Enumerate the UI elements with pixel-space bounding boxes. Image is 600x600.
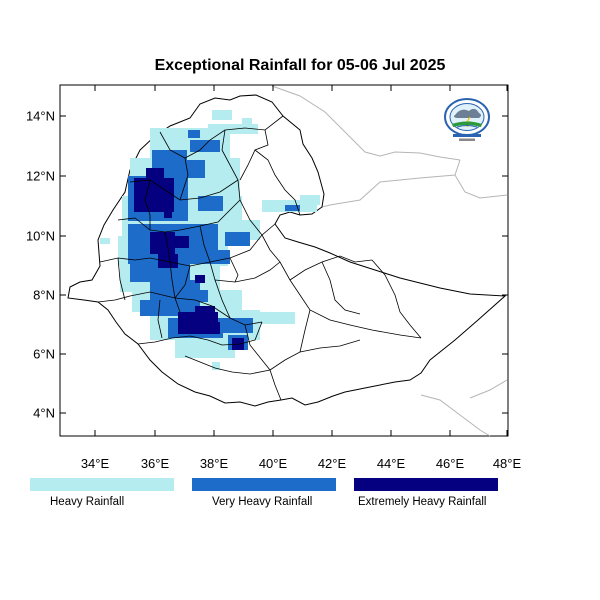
rainfall-cells <box>100 110 320 370</box>
lat-tick-label: 10°N <box>26 229 55 244</box>
legend-swatch-extremely-heavy <box>354 478 498 491</box>
rainfall-cell <box>140 280 150 290</box>
rainfall-cell <box>218 318 253 333</box>
rainfall-cell <box>190 140 220 152</box>
rainfall-cell <box>242 118 252 126</box>
legend-swatch-very-heavy <box>192 478 336 491</box>
latitude-axis: 14°N 12°N 10°N 8°N 6°N 4°N <box>26 109 508 421</box>
lon-tick-label: 42°E <box>318 456 347 471</box>
rainfall-cell <box>285 205 300 211</box>
rainfall-cell <box>188 130 200 138</box>
rainfall-cell <box>100 238 110 244</box>
rainfall-cell <box>175 236 189 248</box>
lat-tick-label: 14°N <box>26 109 55 124</box>
lon-tick-label: 46°E <box>436 456 465 471</box>
rainfall-cell <box>146 168 164 182</box>
lat-tick-label: 8°N <box>33 288 55 303</box>
map-frame <box>59 84 509 437</box>
ethiopia-outline <box>67 94 507 407</box>
legend-label-heavy: Heavy Rainfall <box>50 496 125 508</box>
lat-tick-label: 6°N <box>33 347 55 362</box>
legend-swatch-heavy <box>30 478 174 491</box>
neighbour-borders <box>271 85 508 437</box>
rainfall-cell <box>198 196 223 211</box>
rainfall-cell <box>158 254 178 268</box>
rainfall-cell <box>195 306 215 316</box>
rainfall-cell <box>205 175 235 200</box>
lon-tick-label: 38°E <box>200 456 229 471</box>
lon-tick-label: 34°E <box>81 456 110 471</box>
longitude-axis: 34°E 36°E 38°E 40°E 42°E 44°E 46°E 48°E <box>81 85 522 471</box>
lon-tick-label: 48°E <box>493 456 522 471</box>
rainfall-cell <box>212 362 220 370</box>
rainfall-cell <box>150 232 175 254</box>
rainfall-cell <box>225 232 250 246</box>
rainfall-cell <box>175 338 235 358</box>
rainfall-cell <box>150 195 160 205</box>
legend-label-extremely-heavy: Extremely Heavy Rainfall <box>358 496 487 508</box>
admin-boundaries <box>97 115 422 401</box>
lon-tick-label: 40°E <box>259 456 288 471</box>
rainfall-cell <box>180 160 205 178</box>
legend-label-very-heavy: Very Heavy Rainfall <box>212 496 313 508</box>
lon-tick-label: 44°E <box>377 456 406 471</box>
rainfall-cell <box>195 275 205 283</box>
rainfall-cell <box>300 195 320 205</box>
meteorology-agency-logo-icon <box>444 98 490 141</box>
rainfall-cell <box>200 250 230 264</box>
rainfall-cell <box>208 322 220 334</box>
map-title: Exceptional Rainfall for 05-06 Jul 2025 <box>154 57 446 74</box>
rainfall-cell <box>285 318 293 324</box>
lat-tick-label: 4°N <box>33 406 55 421</box>
rainfall-cell <box>164 210 172 218</box>
rainfall-cell <box>212 110 232 120</box>
lon-tick-label: 36°E <box>141 456 170 471</box>
lat-tick-label: 12°N <box>26 169 55 184</box>
